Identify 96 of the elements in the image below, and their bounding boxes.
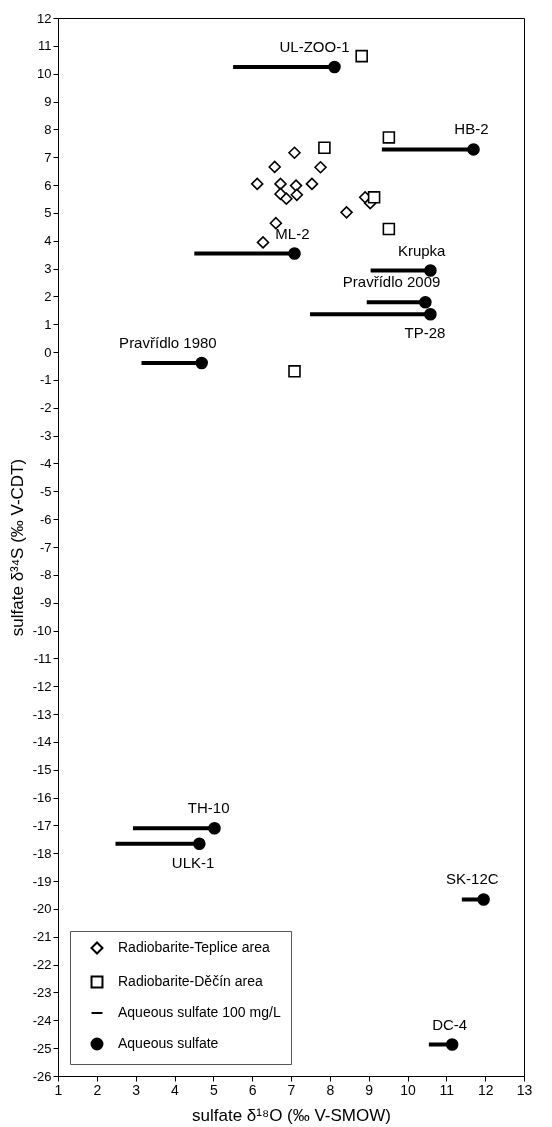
y-tick-label: 2: [44, 288, 52, 304]
y-tick-label: -13: [32, 706, 52, 722]
x-tick-label: 11: [439, 1081, 455, 1098]
annotation: DC-4: [432, 1015, 468, 1033]
y-tick-label: 3: [44, 261, 52, 277]
annotation: HB-2: [454, 120, 489, 138]
y-tick-label: -14: [32, 734, 52, 750]
point: [477, 893, 490, 906]
point: [268, 160, 281, 174]
y-tick-label: -22: [32, 957, 52, 973]
y-tick-label: -15: [32, 762, 52, 778]
x-tick-label: 7: [287, 1081, 296, 1098]
x-tick-label: 9: [365, 1081, 374, 1098]
point: [355, 49, 368, 63]
y-tick-label: 6: [44, 177, 52, 193]
x-tick-label: 2: [93, 1081, 102, 1098]
x-tick-label: 3: [132, 1081, 141, 1098]
y-tick-label: 0: [44, 344, 52, 360]
y-axis-title: sulfate δ³⁴S (‰ V-CDT): [7, 458, 27, 637]
point: [382, 131, 396, 144]
point: [424, 264, 437, 277]
y-tick-label: 8: [44, 121, 52, 137]
point: [419, 296, 432, 309]
annotation: Pravřídlo 2009: [342, 273, 441, 291]
point: [288, 146, 301, 160]
y-tick-label: -5: [39, 483, 52, 499]
y-tick-label: 1: [44, 316, 52, 332]
y-tick-label: -6: [39, 511, 52, 527]
x-tick-label: 12: [477, 1081, 494, 1098]
point: [314, 160, 327, 174]
y-tick-label: -4: [39, 455, 52, 471]
y-tick-label: -21: [32, 929, 52, 945]
point: [288, 247, 301, 260]
x-tick-label: 6: [248, 1081, 257, 1098]
point: [305, 177, 319, 191]
y-tick-label: -11: [33, 650, 52, 666]
y-tick-label: 11: [38, 38, 52, 54]
y-tick-label: -24: [32, 1012, 52, 1028]
point: [195, 356, 208, 370]
point: [250, 177, 264, 191]
y-tick-label: 5: [44, 205, 52, 221]
annotation: TH-10: [187, 799, 230, 817]
y-tick-label: -18: [32, 845, 52, 861]
y-tick-label: -19: [32, 873, 52, 889]
y-tick-label: -10: [32, 623, 52, 639]
y-tick-label: -3: [39, 428, 52, 444]
point: [328, 60, 341, 74]
x-tick-label: 4: [171, 1081, 180, 1098]
point: [318, 141, 331, 155]
legend-label: Aqueous sulfate 100 mg/L: [118, 1004, 281, 1020]
x-tick-label: 13: [516, 1081, 533, 1098]
point: [367, 191, 381, 204]
y-tick-label: -20: [32, 901, 52, 917]
y-tick-label: -23: [32, 984, 52, 1000]
point: [256, 236, 270, 249]
legend-label: Radiobarite-Děčín area: [118, 973, 263, 989]
annotation: UL-ZOO-1: [279, 38, 350, 55]
point: [208, 821, 221, 835]
point: [382, 222, 396, 236]
annotation: SK-12C: [446, 870, 499, 888]
y-tick-label: -26: [32, 1068, 52, 1084]
y-tick-label: -8: [39, 567, 52, 583]
legend-label: Aqueous sulfate: [118, 1035, 219, 1051]
point: [445, 1038, 459, 1051]
y-tick-label: -1: [39, 372, 52, 388]
y-tick-label: -16: [32, 790, 52, 806]
y-tick-label: 4: [44, 233, 52, 249]
y-tick-label: 7: [44, 149, 52, 165]
y-tick-label: -2: [39, 400, 52, 416]
x-tick-label: 5: [209, 1081, 218, 1098]
y-tick-label: -9: [39, 595, 52, 611]
y-tick-label: 12: [37, 10, 52, 26]
y-tick-label: -25: [32, 1040, 52, 1056]
y-tick-label: 10: [37, 66, 52, 82]
point: [193, 837, 206, 851]
y-tick-label: 9: [44, 94, 52, 110]
annotation: TP-28: [404, 324, 446, 342]
point: [269, 216, 283, 230]
legend-label: Radiobarite-Teplice area: [118, 939, 270, 955]
annotation: Pravřídlo 1980: [119, 333, 217, 351]
y-tick-label: -12: [32, 678, 52, 694]
point: [340, 206, 353, 219]
point: [290, 188, 304, 202]
x-axis-title: sulfate δ¹⁸O (‰ V-SMOW): [192, 1105, 391, 1125]
point: [280, 192, 293, 205]
point: [467, 143, 480, 156]
annotation: Krupka: [397, 241, 447, 259]
point: [288, 365, 301, 378]
x-tick-label: 8: [326, 1081, 335, 1098]
annotation: ML-2: [275, 224, 310, 242]
annotation: ULK-1: [171, 853, 215, 871]
x-tick-label: 10: [400, 1081, 416, 1098]
y-tick-label: -7: [39, 539, 52, 555]
point: [274, 177, 287, 191]
point: [424, 307, 437, 321]
y-tick-label: -17: [32, 817, 52, 833]
